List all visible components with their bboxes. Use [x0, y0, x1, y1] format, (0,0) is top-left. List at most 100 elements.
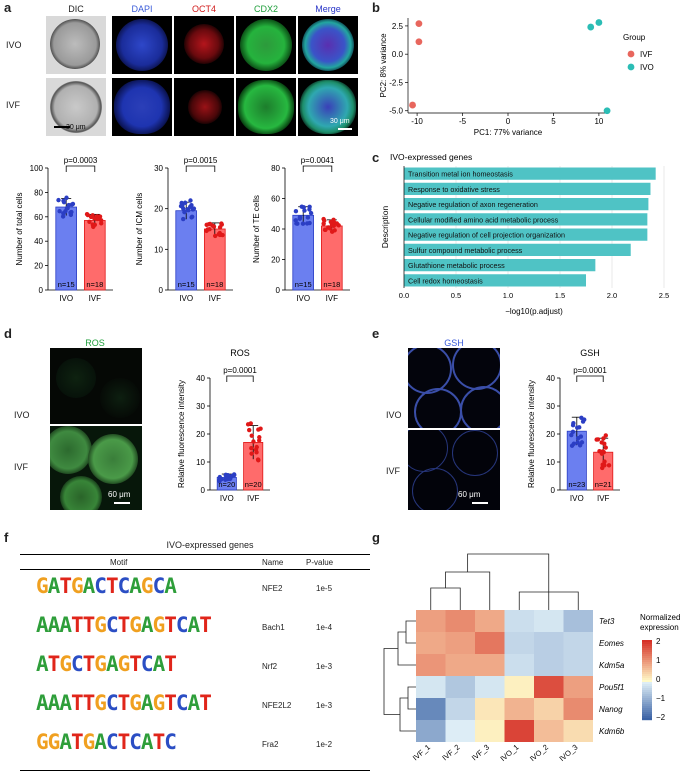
data-point — [185, 207, 190, 212]
ros-scale-bar: 60 μm — [108, 490, 131, 499]
motif-letter: T — [164, 691, 177, 715]
y-tick-label: 30 — [154, 164, 163, 173]
heatmap-cell — [504, 632, 534, 654]
data-point — [297, 216, 303, 221]
heatmap-cell — [504, 610, 534, 632]
heatmap-cell — [563, 632, 593, 654]
chart-title: ROS — [230, 348, 250, 358]
x-axis-label: −log10(p.adjust) — [505, 307, 563, 316]
pca-point-ivo — [603, 107, 611, 115]
column-label: IVF_2 — [440, 743, 461, 763]
bar-ivo — [55, 206, 77, 291]
data-point — [84, 211, 90, 217]
merge-image-ivf: 30 μm — [298, 78, 358, 136]
motif-name: Bach1 — [262, 623, 285, 632]
motif-letter: C — [105, 613, 119, 637]
p-value: p=0.0001 — [223, 366, 257, 375]
x-tick-label: 2.0 — [607, 291, 617, 300]
heatmap-cell — [504, 654, 534, 676]
heatmap-cell — [563, 654, 593, 676]
ros-image-ivf: 60 μm — [50, 426, 142, 510]
legend-gradient — [642, 672, 652, 675]
motif-letter: T — [164, 613, 177, 637]
data-point — [603, 445, 608, 450]
scale-bar-dic: 30 μm — [66, 124, 86, 131]
heatmap-cell — [563, 610, 593, 632]
motif-pvalue: 1e-5 — [316, 584, 333, 593]
header-pvalue: P-value — [306, 558, 334, 567]
header-name: Name — [262, 558, 284, 567]
ros-channel-label: ROS — [85, 338, 105, 348]
n-label: n=21 — [595, 480, 612, 489]
y-axis-label: Relative fluorescence intensity — [177, 380, 186, 488]
y-tick-label: 80 — [34, 188, 43, 197]
data-point — [595, 437, 601, 442]
data-point — [207, 221, 213, 227]
motif-letter: T — [199, 613, 212, 637]
significance-bracket — [226, 375, 254, 382]
legend-gradient — [642, 690, 652, 693]
significance-bracket — [185, 165, 216, 172]
column-dendrogram — [430, 587, 461, 610]
row-dendrogram — [407, 686, 416, 710]
go-bar — [404, 259, 596, 272]
x-tick-label: 10 — [594, 117, 603, 126]
motif-logo: GGATGACTCATC — [36, 730, 177, 754]
pca-point-ivf — [409, 101, 416, 109]
pca-scatter-chart: -10 -5 0 5 10 -5.0 -2.5 0.0 2.5 PC1: 77% variance… — [379, 18, 654, 137]
motif-letter: C — [105, 691, 119, 715]
gsh-image-ivo — [408, 348, 500, 428]
heatmap-chart: Tet3 Eomes Kdm5a Pou5f1 Nanog Kdm6b IVF_1 IVF_2… — [383, 553, 680, 764]
data-point — [188, 198, 193, 203]
data-point — [87, 219, 92, 224]
data-point — [601, 436, 606, 441]
heatmap-cell — [416, 676, 446, 698]
y-tick-label: 40 — [546, 374, 555, 383]
column-label: IVO_1 — [498, 743, 520, 764]
heatmap-cell — [534, 698, 564, 720]
data-point — [575, 425, 580, 430]
data-point — [180, 216, 186, 222]
legend-gradient — [642, 668, 652, 671]
panel-label-c: c — [372, 150, 380, 165]
heatmap-cell — [504, 676, 534, 698]
motif-letter: G — [94, 613, 107, 637]
motif-letter: C — [117, 574, 131, 598]
legend-gradient — [642, 674, 652, 677]
legend-gradient — [642, 692, 652, 695]
motif-letter: G — [70, 574, 84, 598]
y-tick-label: 2.5 — [392, 22, 404, 31]
legend-tick-label: −2 — [656, 713, 666, 722]
x-tick-label: -5 — [459, 117, 467, 126]
legend-gradient — [642, 652, 652, 655]
go-bar — [404, 243, 631, 256]
motif-pvalue: 1e-3 — [316, 701, 333, 710]
legend-gradient — [642, 704, 652, 707]
heatmap-cell — [445, 610, 475, 632]
motif-letter: T — [117, 730, 131, 754]
n-label: n=15 — [178, 280, 195, 289]
panel-label-e: e — [372, 326, 380, 341]
motif-letter: T — [105, 574, 119, 598]
row-dendrogram — [383, 648, 400, 715]
legend-gradient — [642, 662, 652, 665]
motif-letter: A — [82, 574, 96, 598]
heatmap-cell — [475, 698, 505, 720]
channel-label-dapi: DAPI — [131, 4, 153, 14]
motif-letter: T — [47, 652, 61, 676]
heatmap-cell — [475, 654, 505, 676]
heatmap-cell — [445, 654, 475, 676]
heatmap-cell — [416, 698, 446, 720]
motif-logo: AAATTGCTGAGTCAT — [36, 613, 212, 637]
gsh-row-ivo: IVO — [386, 410, 402, 420]
motif-letter: A — [47, 691, 61, 715]
data-point — [308, 210, 314, 216]
data-point — [570, 423, 576, 428]
legend-gradient — [642, 676, 652, 679]
x-tick-label: IVF — [326, 294, 339, 303]
n-label: n=18 — [206, 280, 223, 289]
data-point — [328, 219, 334, 225]
motif-letter: A — [140, 613, 154, 637]
go-bar — [404, 198, 649, 211]
data-point — [182, 209, 187, 215]
